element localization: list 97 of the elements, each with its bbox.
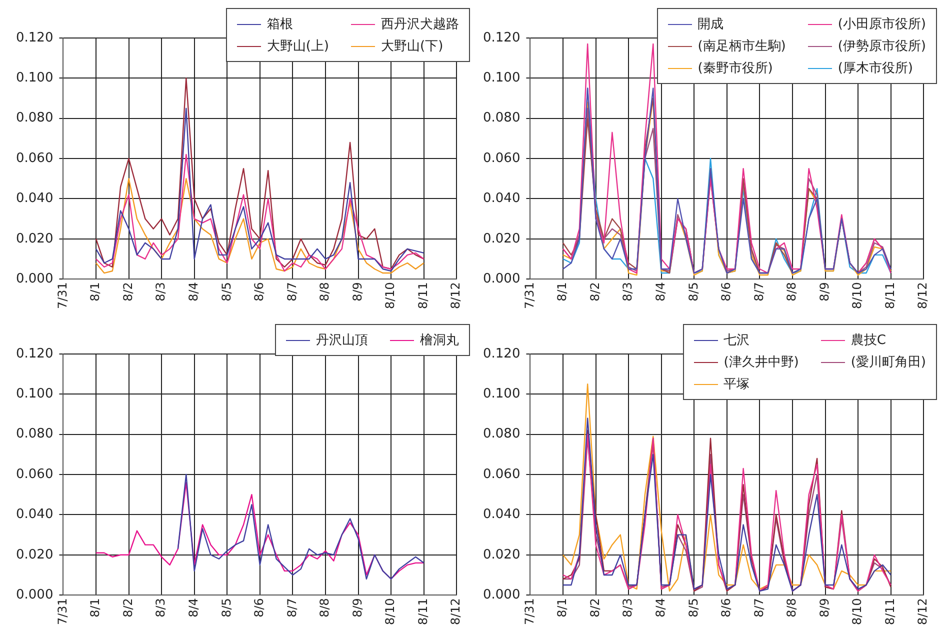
x-tick-label: 8/12 xyxy=(916,282,930,310)
x-tick-label: 7/31 xyxy=(55,598,70,626)
x-tick-label: 8/4 xyxy=(186,282,200,302)
y-tick-label: 0.080 xyxy=(16,110,54,126)
x-tick-label: 8/10 xyxy=(850,282,864,310)
y-tick-label: 0.060 xyxy=(16,466,54,482)
x-tick-label: 7/31 xyxy=(522,282,536,310)
legend-label: (秦野市役所) xyxy=(698,60,773,77)
y-tick-label: 0.020 xyxy=(16,547,54,562)
y-tick-label: 0.040 xyxy=(483,507,520,522)
x-tick-label: 8/5 xyxy=(686,282,700,302)
x-tick-label: 8/11 xyxy=(416,598,430,626)
y-tick-label: 0.120 xyxy=(16,346,54,362)
x-tick-label: 8/3 xyxy=(154,598,168,618)
legend-label: (南足柄市生駒) xyxy=(698,38,786,55)
x-tick-label: 8/5 xyxy=(219,282,234,302)
y-tick-label: 0.100 xyxy=(16,386,54,402)
x-tick-label: 8/3 xyxy=(620,282,635,302)
x-tick-label: 8/10 xyxy=(850,598,864,626)
legend-label: 開成 xyxy=(698,16,724,33)
x-tick-label: 8/7 xyxy=(284,598,299,618)
y-tick-label: 0.120 xyxy=(16,30,54,46)
x-tick-label: 8/2 xyxy=(120,282,135,302)
x-tick-label: 8/8 xyxy=(784,282,799,302)
x-tick-label: 8/9 xyxy=(350,598,364,618)
y-tick-label: 0.080 xyxy=(483,426,520,442)
x-tick-label: 8/10 xyxy=(383,598,398,626)
legend-label: 丹沢山頂 xyxy=(316,332,368,349)
x-tick-label: 8/6 xyxy=(719,282,734,302)
x-tick-label: 8/7 xyxy=(752,598,766,618)
legend-label: (小田原市役所) xyxy=(838,16,926,33)
y-tick-label: 0.020 xyxy=(483,547,520,562)
legend-label: 平塚 xyxy=(724,376,750,393)
y-tick-label: 0.080 xyxy=(16,426,54,442)
y-tick-label: 0.000 xyxy=(16,271,54,286)
x-tick-label: 8/12 xyxy=(448,282,463,310)
legend-label: 西丹沢犬越路 xyxy=(381,16,459,33)
y-tick-label: 0.040 xyxy=(16,507,54,522)
x-tick-label: 8/1 xyxy=(88,282,102,302)
x-tick-label: 8/11 xyxy=(416,282,430,310)
legend-label: 檜洞丸 xyxy=(420,332,459,349)
legend-label: (津久井中野) xyxy=(724,354,799,371)
y-tick-label: 0.120 xyxy=(483,30,520,46)
x-tick-label: 8/3 xyxy=(620,598,635,618)
x-tick-label: 8/4 xyxy=(186,598,200,618)
y-tick-label: 0.020 xyxy=(483,231,520,246)
x-tick-label: 8/10 xyxy=(383,282,398,310)
x-tick-label: 8/8 xyxy=(318,282,332,302)
legend-label: (愛川町角田) xyxy=(850,354,926,371)
x-tick-label: 8/4 xyxy=(653,598,668,618)
x-tick-label: 7/31 xyxy=(522,598,536,626)
y-tick-label: 0.040 xyxy=(16,191,54,206)
x-tick-label: 8/1 xyxy=(555,282,570,302)
x-tick-label: 8/11 xyxy=(882,598,897,626)
x-tick-label: 8/3 xyxy=(154,282,168,302)
x-tick-label: 8/5 xyxy=(686,598,700,618)
x-tick-label: 8/12 xyxy=(448,598,463,626)
x-tick-label: 8/9 xyxy=(817,282,832,302)
y-tick-label: 0.000 xyxy=(16,587,54,602)
y-tick-label: 0.120 xyxy=(483,346,520,362)
x-tick-label: 8/9 xyxy=(350,282,364,302)
x-tick-label: 8/1 xyxy=(88,598,102,618)
y-tick-label: 0.100 xyxy=(483,70,520,86)
y-tick-label: 0.000 xyxy=(483,587,520,602)
x-tick-label: 8/6 xyxy=(252,598,266,618)
y-tick-label: 0.100 xyxy=(16,70,54,86)
y-tick-label: 0.080 xyxy=(483,110,520,126)
x-tick-label: 8/8 xyxy=(318,598,332,618)
y-tick-label: 0.100 xyxy=(483,386,520,402)
y-tick-label: 0.040 xyxy=(483,191,520,206)
x-tick-label: 8/2 xyxy=(120,598,135,618)
x-tick-label: 8/2 xyxy=(588,282,602,302)
y-tick-label: 0.060 xyxy=(483,466,520,482)
y-tick-label: 0.060 xyxy=(16,150,54,166)
x-tick-label: 8/5 xyxy=(219,598,234,618)
legend-label: (伊勢原市役所) xyxy=(838,38,926,55)
x-tick-label: 7/31 xyxy=(55,282,70,310)
x-tick-label: 8/4 xyxy=(653,282,668,302)
x-tick-label: 8/6 xyxy=(719,598,734,618)
legend-label: 大野山(下) xyxy=(381,38,444,55)
y-tick-label: 0.020 xyxy=(16,231,54,246)
y-tick-label: 0.000 xyxy=(483,271,520,286)
legend-label: 農技C xyxy=(850,332,886,349)
y-tick-label: 0.060 xyxy=(483,150,520,166)
legend-label: 七沢 xyxy=(724,332,750,349)
legend-label: 大野山(上) xyxy=(266,38,329,55)
x-tick-label: 8/7 xyxy=(752,282,766,302)
x-tick-label: 8/8 xyxy=(784,598,799,618)
x-tick-label: 8/11 xyxy=(882,282,897,310)
x-tick-label: 8/7 xyxy=(284,282,299,302)
x-tick-label: 8/6 xyxy=(252,282,266,302)
x-tick-label: 8/1 xyxy=(555,598,570,618)
x-tick-label: 8/2 xyxy=(588,598,602,618)
legend-label: 箱根 xyxy=(266,16,293,33)
legend-label: (厚木市役所) xyxy=(838,60,913,77)
x-tick-label: 8/12 xyxy=(916,598,930,626)
x-tick-label: 8/9 xyxy=(817,598,832,618)
